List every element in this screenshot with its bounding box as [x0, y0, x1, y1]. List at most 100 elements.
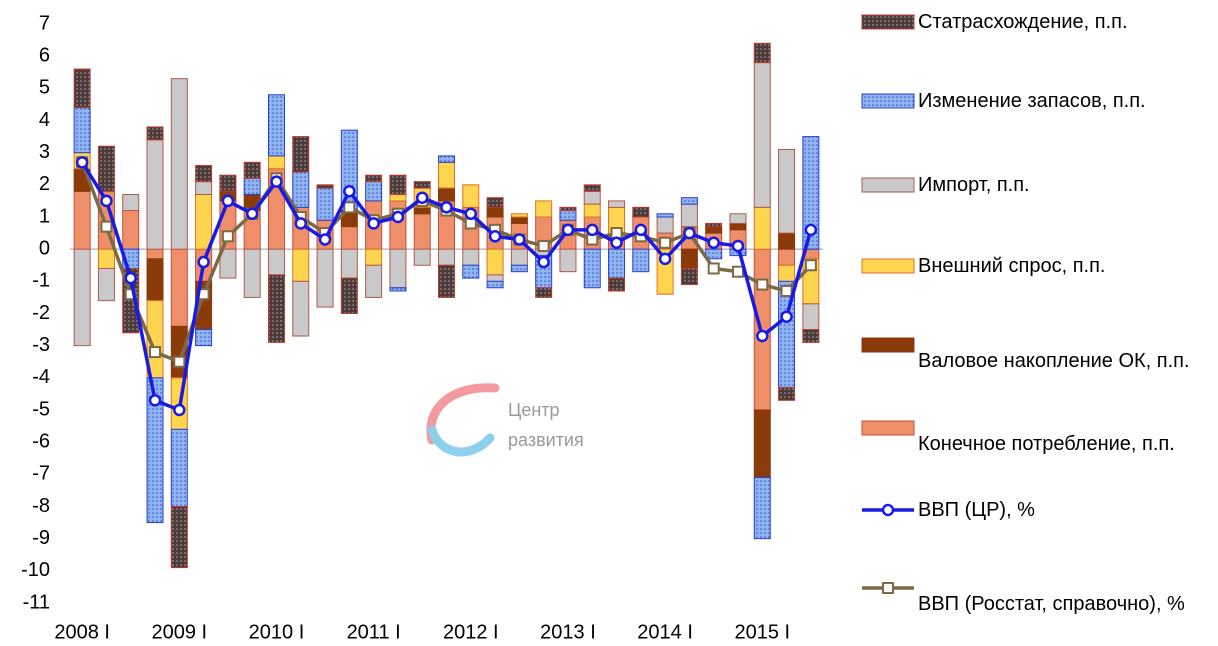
line-marker [464, 207, 478, 221]
x-tick-label: 2012 I [443, 621, 499, 643]
bar-segment [486, 206, 504, 218]
bar-segment [680, 267, 698, 286]
bar-segment [680, 197, 698, 205]
bar-segment [438, 187, 455, 202]
line-marker [75, 156, 89, 169]
bar-segment [583, 248, 601, 289]
bar-segment [73, 248, 91, 347]
line-marker [197, 255, 210, 269]
bar-segment [656, 216, 674, 234]
bar-segment [195, 193, 213, 250]
bar-segment [389, 287, 407, 292]
legend-swatch [861, 420, 915, 436]
legend-label: Статрасхождение, п.п. [918, 11, 1128, 33]
legend-swatch [861, 93, 915, 109]
line-marker [124, 288, 137, 301]
bar-segment [365, 248, 383, 266]
bar-segment [365, 264, 383, 298]
y-tick-label: 5 [39, 77, 50, 99]
bar-segment [583, 190, 601, 205]
bar-segment [778, 148, 796, 234]
bar-segment [778, 264, 796, 282]
bar-segment [170, 506, 188, 569]
bar-segment [219, 248, 237, 279]
bar-segment [778, 248, 796, 266]
y-tick-label: -4 [32, 366, 50, 388]
bar-segment [170, 248, 188, 327]
bar-segment [73, 107, 91, 154]
bar-segment [195, 181, 213, 195]
bar-segment [778, 232, 796, 250]
bar-segment [316, 248, 334, 308]
bar-segment [486, 280, 504, 289]
y-tick-label: 2 [39, 173, 50, 195]
line-marker [245, 207, 259, 221]
legend-label: ВВП (Росстат, справочно), % [918, 593, 1185, 615]
bar-segment [510, 264, 528, 273]
line-marker [488, 230, 502, 243]
bar-segment [778, 386, 796, 401]
line-marker [537, 239, 550, 252]
bar-segment [583, 184, 601, 192]
y-tick-label: -11 [23, 591, 50, 613]
bar-segment [97, 145, 115, 192]
line-marker [391, 210, 405, 224]
line-marker [780, 310, 793, 323]
legend-swatch [861, 337, 915, 353]
bar-segment [340, 248, 358, 279]
y-tick-label: -1 [32, 270, 50, 292]
line-marker [343, 201, 356, 214]
bar-segment [632, 248, 650, 273]
line-marker [804, 223, 818, 237]
y-tick-label: -7 [32, 463, 50, 485]
bar-segment [413, 206, 431, 215]
bar-segment [632, 206, 650, 218]
bar-segment [219, 174, 237, 192]
line-marker [731, 265, 744, 278]
legend-marker [882, 582, 894, 594]
line-marker [440, 201, 453, 214]
legend-label: ВВП (ЦР), % [918, 499, 1035, 521]
y-tick-label: -8 [32, 495, 50, 517]
line-marker [270, 175, 283, 188]
bar-segment [680, 248, 698, 269]
line-marker [561, 223, 575, 237]
bar-segment [195, 329, 213, 347]
line-marker [610, 236, 623, 249]
bar-segment [267, 274, 285, 343]
bar-segment [243, 248, 261, 298]
bar-segment [438, 264, 455, 298]
legend-label: Изменение запасов, п.п. [918, 90, 1146, 112]
line-marker [683, 226, 696, 240]
bar-segment [486, 197, 504, 208]
bar-segment [195, 165, 213, 183]
y-tick-label: 4 [39, 109, 50, 131]
bar-segment [292, 248, 310, 282]
bar-segment [510, 248, 528, 266]
line-marker [658, 252, 672, 266]
bar-segment [267, 94, 285, 157]
bar-segment [608, 248, 626, 279]
line-marker [294, 217, 308, 230]
legend-label: Импорт, п.п. [918, 174, 1030, 196]
bar-segment [510, 213, 528, 218]
bar-segment [486, 274, 504, 282]
bar-segment [753, 409, 771, 479]
bar-segment [122, 193, 140, 212]
bar-segment [486, 248, 504, 276]
legend-marker [881, 503, 895, 517]
bar-segment [365, 174, 383, 183]
line-marker [173, 355, 186, 368]
bar-segment [559, 210, 577, 221]
bar-segment [389, 193, 407, 202]
bar-segment [559, 248, 577, 273]
bar-segment [438, 155, 455, 163]
line-marker [537, 255, 550, 269]
x-tick-label: 2010 I [249, 621, 305, 643]
bar-segment [608, 277, 626, 292]
y-tick-label: 1 [39, 205, 50, 227]
line-marker [513, 233, 526, 246]
line-marker [707, 262, 720, 275]
